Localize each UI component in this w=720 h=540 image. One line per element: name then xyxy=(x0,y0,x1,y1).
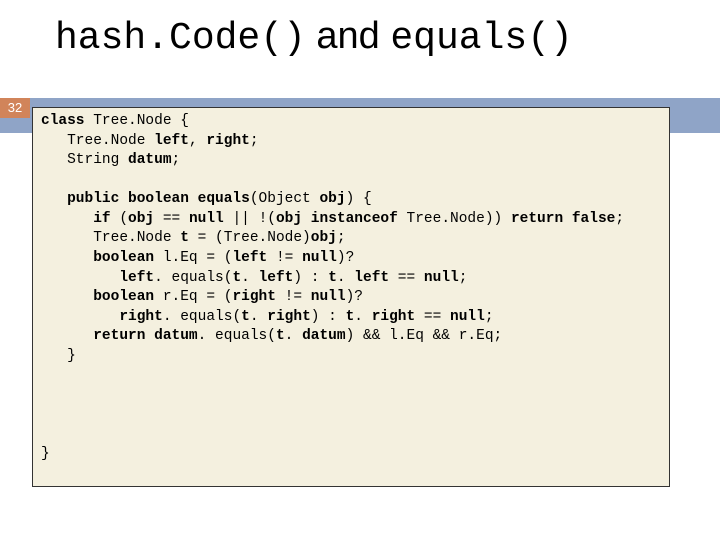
slide-number: 32 xyxy=(0,98,30,118)
title-code1: hash.Code() xyxy=(55,17,306,60)
slide-title: hash.Code() and equals() xyxy=(0,0,720,70)
title-and: and xyxy=(306,15,391,57)
code-box: class Tree.Node { Tree.Node left, right;… xyxy=(32,107,670,487)
title-code2: equals() xyxy=(390,17,572,60)
